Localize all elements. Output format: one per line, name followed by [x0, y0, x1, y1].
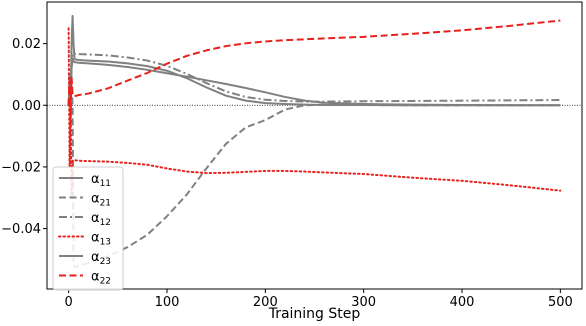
- legend-label-alpha-21: α21: [91, 192, 111, 209]
- series-line-alpha-21: [67, 79, 561, 269]
- y-axis: −0.04 −0.02 0.00 0.02: [1, 37, 47, 237]
- series-line-alpha-23: [67, 58, 561, 107]
- legend-label-alpha-22: α22: [91, 270, 111, 287]
- x-axis: 0 100 200 300 400 500: [64, 289, 573, 310]
- series-line-alpha-13: [67, 27, 562, 199]
- legend-box: [52, 166, 124, 291]
- x-axis-label: Training Step: [268, 306, 361, 322]
- series-line-alpha-22: [67, 19, 561, 116]
- x-tick-label: 500: [548, 295, 573, 310]
- legend-label-alpha-13: α13: [91, 231, 111, 248]
- x-tick-label: 0: [64, 295, 72, 310]
- series-line-alpha-12: [67, 51, 561, 106]
- y-tick-label: −0.02: [1, 160, 41, 175]
- plot-frame: [46, 1, 583, 290]
- y-tick-label: 0.00: [12, 99, 41, 114]
- x-tick-label: 300: [351, 295, 376, 310]
- legend-label-alpha-12: α12: [91, 211, 111, 228]
- y-tick-label: 0.02: [12, 37, 41, 52]
- y-tick-label: −0.04: [1, 222, 41, 237]
- x-tick-label: 400: [450, 295, 475, 310]
- legend: α11 α21 α12 α13 α23 α22: [52, 166, 124, 291]
- legend-label-alpha-23: α23: [91, 250, 111, 267]
- x-tick-label: 100: [155, 295, 180, 310]
- legend-label-alpha-11: α11: [91, 172, 111, 189]
- x-tick-label: 200: [253, 295, 278, 310]
- series-layer: [67, 14, 562, 269]
